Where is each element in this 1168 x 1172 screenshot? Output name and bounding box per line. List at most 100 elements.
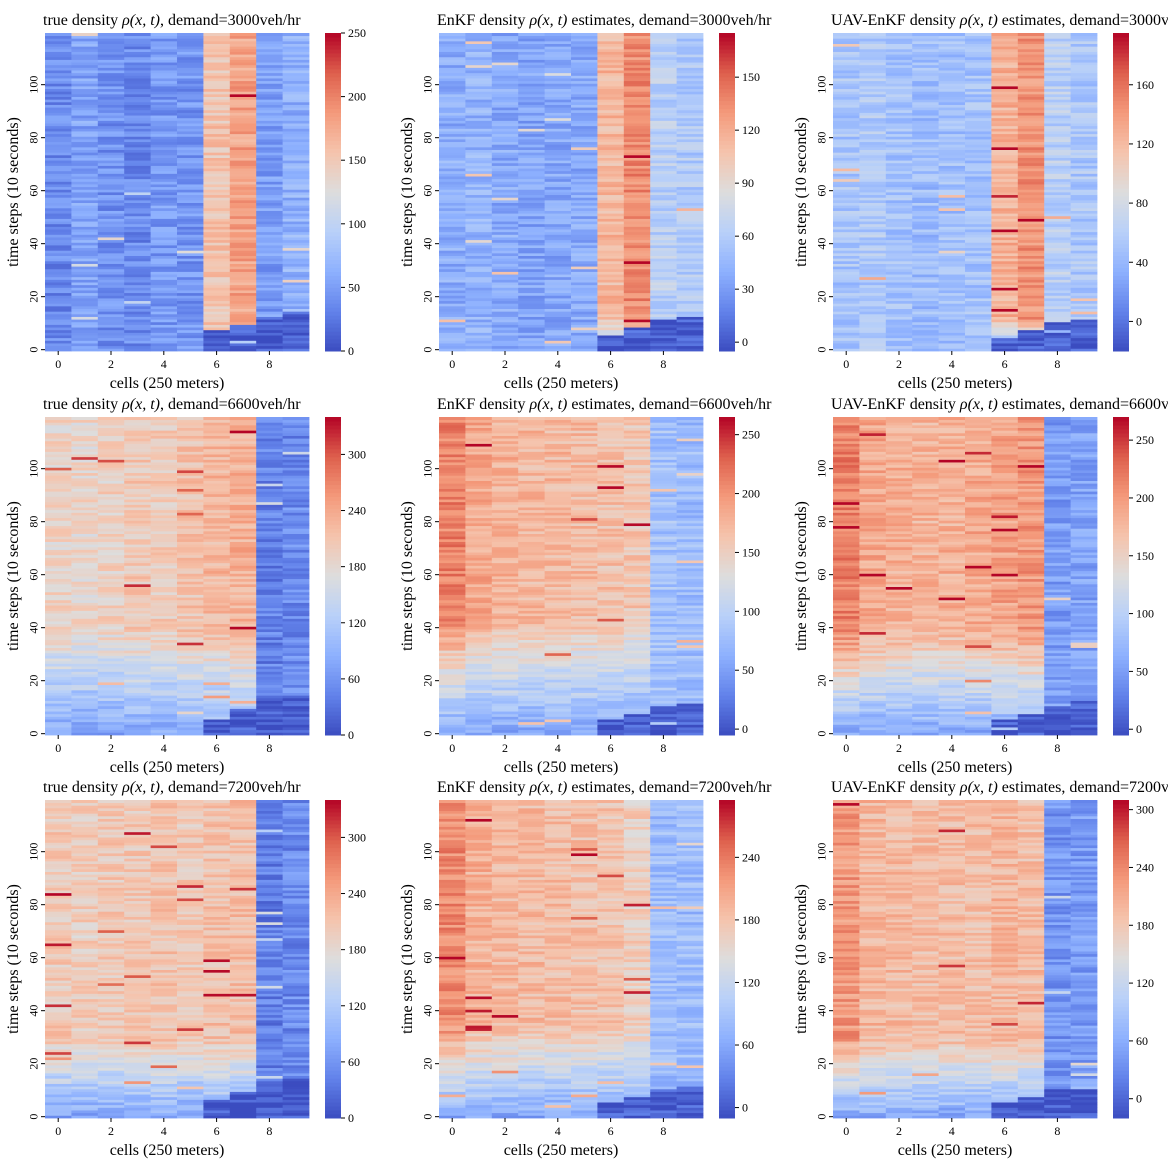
heatmap-cell: [623, 207, 651, 211]
heatmap-cell: [833, 67, 860, 71]
heatmap-cell: [97, 674, 125, 678]
heatmap-cell: [965, 202, 992, 206]
heatmap-cell: [150, 485, 178, 489]
heatmap-cell: [544, 181, 572, 185]
heatmap-cell: [229, 38, 257, 42]
heatmap-cell: [885, 194, 913, 198]
heatmap-cell: [229, 528, 257, 532]
heatmap-cell: [150, 35, 178, 39]
heatmap-cell: [71, 205, 99, 209]
heatmap-cell: [97, 93, 125, 97]
heatmap-cell: [256, 316, 283, 320]
heatmap-cell: [229, 538, 257, 542]
heatmap-cell: [650, 255, 677, 259]
heatmap-cell: [150, 687, 178, 691]
heatmap-cell: [256, 33, 283, 37]
heatmap-cell: [544, 255, 572, 259]
heatmap-cell: [597, 173, 625, 177]
heatmap-cell: [124, 557, 151, 561]
title-prefix: UAV-EnKF density: [831, 12, 960, 29]
heatmap-cell: [97, 732, 125, 736]
heatmap-cell: [859, 300, 887, 304]
heatmap-cell: [282, 104, 310, 108]
heatmap-cell: [124, 658, 151, 662]
heatmap-cell: [676, 263, 704, 267]
heatmap-cell: [991, 199, 1019, 203]
colorbar-segment: [719, 199, 735, 205]
heatmap-cell: [650, 207, 677, 211]
heatmap-cell: [1017, 186, 1045, 190]
heatmap-cell: [203, 525, 231, 529]
heatmap-cell: [124, 300, 151, 304]
heatmap-cell: [491, 154, 519, 158]
heatmap-cell: [597, 72, 625, 76]
heatmap-cell: [229, 485, 257, 489]
heatmap-cell: [150, 533, 178, 537]
heatmap-cell: [571, 96, 598, 100]
heatmap-cell: [150, 152, 178, 156]
heatmap-cell: [597, 231, 625, 235]
heatmap-cell: [571, 154, 598, 158]
heatmap-cell: [177, 239, 204, 243]
heatmap-cell: [150, 507, 178, 511]
colorbar-segment: [325, 64, 341, 70]
heatmap-cell: [71, 666, 99, 670]
heatmap-cell: [45, 152, 72, 156]
heatmap-cell: [97, 568, 125, 572]
heatmap-cell: [45, 491, 72, 495]
colorbar-segment: [719, 311, 735, 316]
heatmap-cell: [177, 35, 204, 39]
heatmap-cell: [45, 86, 72, 90]
heatmap-cell: [912, 324, 939, 328]
heatmap-cell: [256, 194, 283, 198]
heatmap-cell: [1017, 144, 1045, 148]
heatmap-cell: [491, 223, 519, 227]
heatmap-cell: [623, 332, 651, 336]
heatmap-cell: [938, 276, 966, 280]
heatmap-cell: [991, 260, 1019, 264]
heatmap-cell: [597, 205, 625, 209]
heatmap-cell: [1070, 56, 1098, 60]
heatmap-cell: [623, 300, 651, 304]
colorbar-segment: [325, 88, 341, 94]
heatmap-cell: [650, 139, 677, 143]
heatmap-cell: [465, 56, 493, 60]
heatmap-cell: [965, 210, 992, 214]
heatmap-cell: [71, 324, 99, 328]
heatmap-cell: [623, 215, 651, 219]
heatmap-cell: [571, 268, 598, 272]
heatmap-cell: [71, 525, 99, 529]
heatmap-cell: [124, 199, 151, 203]
heatmap-cell: [1017, 176, 1045, 180]
heatmap-cell: [97, 335, 125, 339]
heatmap-cell: [965, 56, 992, 60]
heatmap-cell: [544, 197, 572, 201]
heatmap-cell: [676, 284, 704, 288]
heatmap-cell: [229, 729, 257, 733]
heatmap-cell: [282, 475, 310, 479]
heatmap-cell: [203, 38, 231, 42]
heatmap-cell: [177, 319, 204, 323]
heatmap-cell: [203, 298, 231, 302]
heatmap-cell: [650, 38, 677, 42]
heatmap-cell: [150, 343, 178, 347]
heatmap-cell: [71, 576, 99, 580]
heatmap-cell: [203, 308, 231, 312]
heatmap-cell: [177, 644, 204, 648]
heatmap-cell: [650, 112, 677, 116]
heatmap-cell: [229, 165, 257, 169]
heatmap-cell: [518, 101, 545, 105]
heatmap-cell: [859, 343, 887, 347]
heatmap-cell: [833, 88, 860, 92]
colorbar-segment: [325, 211, 341, 217]
heatmap-cell: [203, 684, 231, 688]
colorbar-segment: [719, 36, 735, 42]
heatmap-cell: [518, 54, 545, 58]
heatmap-cell: [71, 684, 99, 688]
heatmap-cell: [571, 231, 598, 235]
heatmap-cell: [1017, 329, 1045, 333]
heatmap-cell: [256, 300, 283, 304]
heatmap-cell: [885, 157, 913, 161]
heatmap-cell: [597, 242, 625, 246]
heatmap-cell: [124, 671, 151, 675]
